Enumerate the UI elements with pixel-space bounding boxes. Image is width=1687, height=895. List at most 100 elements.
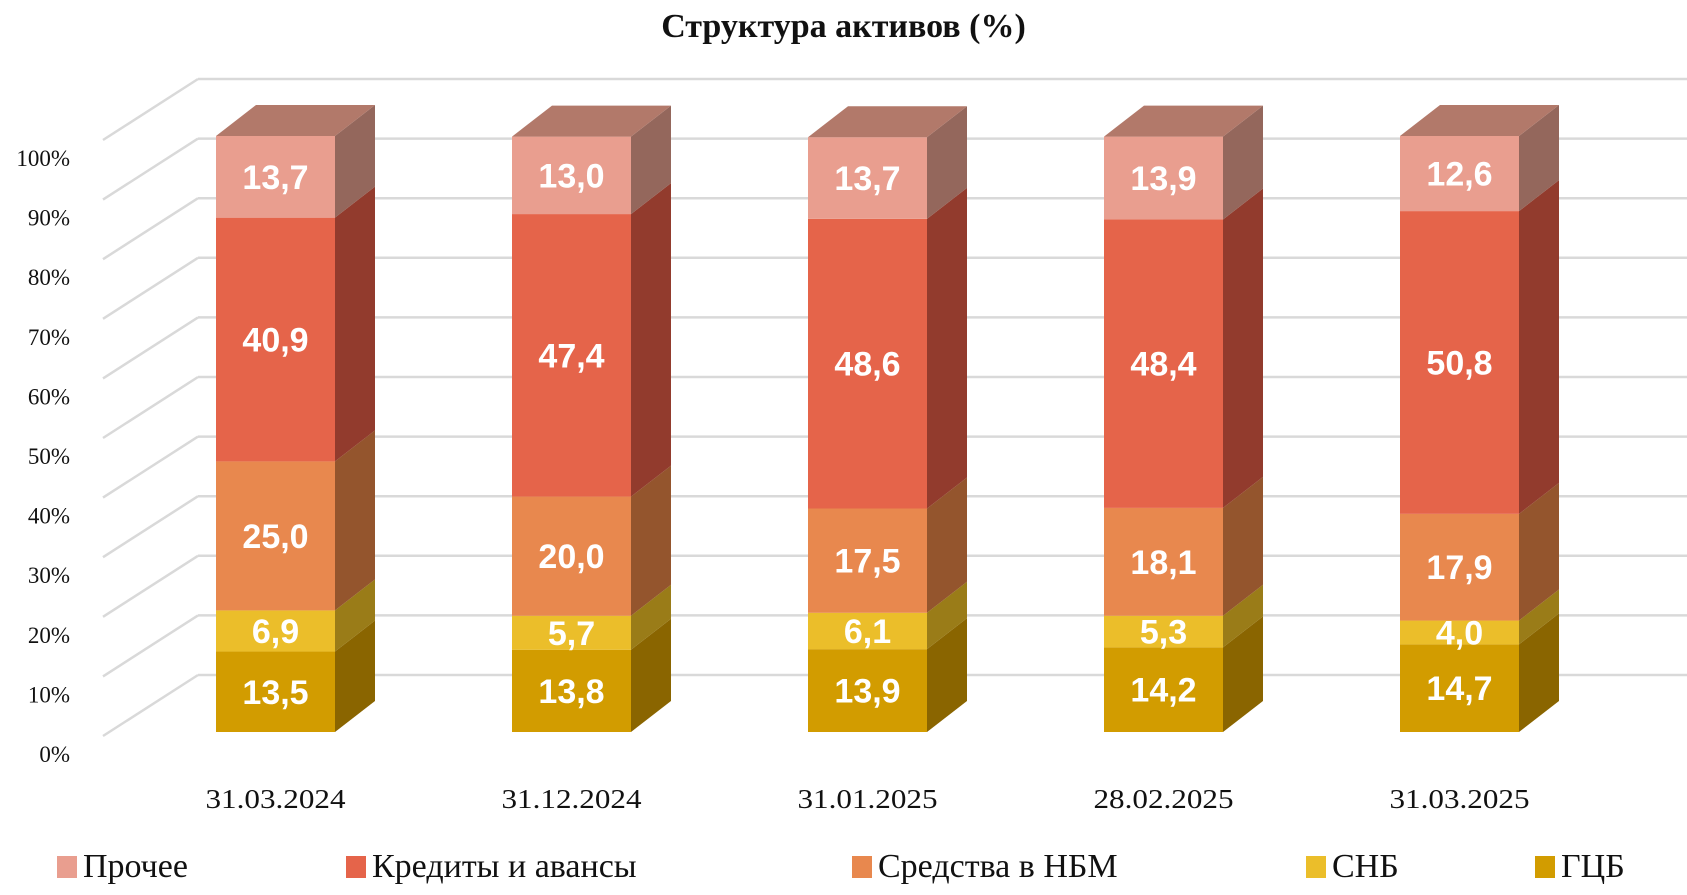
legend-item: Средства в НБМ xyxy=(852,848,1118,886)
y-tick-label: 10% xyxy=(28,682,70,707)
x-tick-label: 31.03.2024 xyxy=(206,784,347,814)
bar-top xyxy=(216,105,375,136)
bar-segment xyxy=(216,651,335,732)
data-label: 5,7 xyxy=(548,615,595,653)
data-label: 12,6 xyxy=(1426,156,1492,194)
data-label: 13,5 xyxy=(242,674,308,712)
bar-side-1 xyxy=(927,581,967,650)
bar-segment xyxy=(216,461,335,611)
bar-segment xyxy=(512,615,631,650)
bar-side-4 xyxy=(1519,105,1559,212)
data-label: 25,0 xyxy=(242,518,308,556)
bar-segment xyxy=(512,136,631,215)
gridline-diagonal xyxy=(102,77,199,142)
bar-segment xyxy=(1400,644,1519,732)
y-tick-label: 60% xyxy=(28,384,70,409)
gridline-diagonal xyxy=(102,316,199,380)
x-tick-label: 28.02.2025 xyxy=(1094,784,1234,814)
y-tick-label: 70% xyxy=(28,325,70,350)
y-tick-label: 90% xyxy=(28,206,70,231)
legend-swatch xyxy=(1306,856,1326,878)
bar-segment xyxy=(512,214,631,497)
bar-segment xyxy=(1104,507,1223,616)
data-label: 4,0 xyxy=(1436,614,1483,652)
data-label: 50,8 xyxy=(1426,344,1492,382)
legend-label: Кредиты и авансы xyxy=(372,848,637,885)
bar-segment xyxy=(808,137,927,219)
x-tick-label: 31.12.2024 xyxy=(502,784,643,814)
bar-segment xyxy=(216,217,335,462)
bar-segment xyxy=(1104,615,1223,648)
bar-side-2 xyxy=(927,477,967,613)
y-tick-label: 0% xyxy=(39,742,70,767)
data-label: 47,4 xyxy=(538,337,604,375)
legend-swatch xyxy=(852,856,872,878)
data-label: 5,3 xyxy=(1140,614,1187,652)
data-label: 20,0 xyxy=(538,538,604,576)
bar-segment xyxy=(808,612,927,650)
bar-side-0 xyxy=(631,618,671,732)
gridline-diagonal xyxy=(102,256,199,320)
gridline-diagonal xyxy=(102,137,199,201)
data-label: 6,9 xyxy=(252,613,299,651)
bar-side-2 xyxy=(1223,476,1263,616)
bar-top xyxy=(512,105,671,137)
bar-side-4 xyxy=(1223,105,1263,220)
bar-segment xyxy=(1400,620,1519,645)
chart-title: Структура активов (%) xyxy=(661,8,1026,45)
legend-item: ГЦБ xyxy=(1535,848,1625,886)
bar-side-3 xyxy=(631,183,671,497)
x-tick-label: 31.03.2025 xyxy=(1390,784,1530,814)
bar-segment xyxy=(1400,513,1519,621)
bar-stack: 13,5 6,9 25,0 40,9 13,7 xyxy=(216,105,375,732)
bar-stack: 13,9 6,1 17,5 48,6 13,7 xyxy=(808,106,967,732)
bar-segment xyxy=(808,218,927,509)
bar-side-1 xyxy=(1519,589,1559,645)
bar-side-3 xyxy=(335,186,375,462)
data-label: 14,7 xyxy=(1426,670,1492,708)
bar-segment xyxy=(1400,136,1519,212)
bar-stack: 14,7 4,0 17,9 50,8 12,6 xyxy=(1400,105,1559,732)
bar-side-0 xyxy=(1519,613,1559,732)
bar-segment xyxy=(512,496,631,616)
data-label: 13,7 xyxy=(242,159,308,197)
bar-segment xyxy=(1104,647,1223,732)
bar-side-4 xyxy=(335,105,375,218)
legend-item: Кредиты и авансы xyxy=(346,848,637,886)
bar-top xyxy=(1400,105,1559,136)
bar-segment xyxy=(216,136,335,218)
legend-item: Прочее xyxy=(57,848,188,886)
bar-side-4 xyxy=(927,106,967,219)
bar-segment xyxy=(808,649,927,732)
legend-label: СНБ xyxy=(1332,848,1399,885)
y-tick-label: 100% xyxy=(16,146,70,171)
gridline-diagonal xyxy=(102,614,199,678)
bar-stack: 14,2 5,3 18,1 48,4 13,9 xyxy=(1104,105,1263,732)
data-label: 48,4 xyxy=(1130,346,1196,384)
gridline-diagonal xyxy=(102,495,199,559)
bar-top xyxy=(808,106,967,138)
y-tick-label: 20% xyxy=(28,623,70,648)
y-tick-label: 30% xyxy=(28,563,70,588)
bar-side-0 xyxy=(1223,616,1263,732)
bar-segment xyxy=(1104,136,1223,220)
legend-item: СНБ xyxy=(1306,848,1399,886)
x-tick-label: 31.01.2025 xyxy=(798,784,938,814)
bar-segment xyxy=(808,508,927,613)
bar-side-3 xyxy=(1223,188,1263,508)
y-tick-label: 80% xyxy=(28,265,70,290)
bar-stack: 13,8 5,7 20,0 47,4 13,0 xyxy=(512,105,671,732)
data-label: 17,9 xyxy=(1426,549,1492,587)
data-label: 40,9 xyxy=(242,322,308,360)
bar-segment xyxy=(1104,219,1223,508)
legend-swatch xyxy=(1535,856,1555,878)
y-tick-label: 50% xyxy=(28,444,70,469)
bar-segment xyxy=(1400,211,1519,514)
data-label: 48,6 xyxy=(834,346,900,384)
data-label: 13,9 xyxy=(1130,160,1196,198)
bar-side-2 xyxy=(335,430,375,611)
legend-label: ГЦБ xyxy=(1561,848,1625,885)
gridline-diagonal xyxy=(102,673,199,738)
bar-top xyxy=(1104,105,1263,137)
bar-side-0 xyxy=(927,618,967,732)
